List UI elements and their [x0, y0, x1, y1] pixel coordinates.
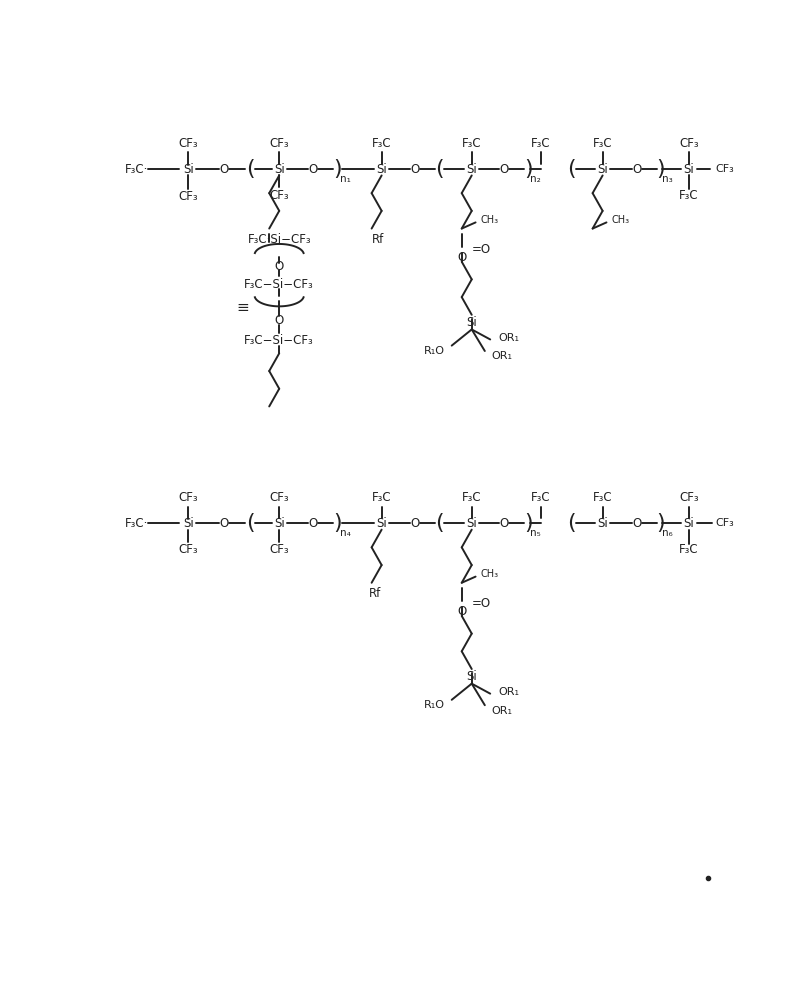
Text: F₃C: F₃C	[531, 137, 551, 150]
Text: CH₃: CH₃	[480, 215, 498, 225]
Text: O: O	[500, 163, 509, 176]
Text: ): )	[333, 159, 342, 179]
Text: O: O	[308, 517, 318, 530]
Text: F₃C: F₃C	[372, 137, 392, 150]
Text: R₁O: R₁O	[424, 700, 445, 710]
Text: (: (	[435, 159, 444, 179]
Text: Si: Si	[466, 670, 477, 683]
Text: F₃C: F₃C	[531, 491, 551, 504]
Text: CF₃: CF₃	[269, 189, 289, 202]
Text: R₁O: R₁O	[424, 346, 445, 356]
Text: n₆: n₆	[662, 528, 673, 538]
Text: ): )	[656, 513, 665, 533]
Text: CF₃: CF₃	[269, 137, 289, 150]
Text: CH₃: CH₃	[480, 569, 498, 579]
Text: O: O	[275, 314, 284, 327]
Text: OR₁: OR₁	[498, 333, 519, 343]
Text: OR₁: OR₁	[491, 706, 512, 716]
Text: Si: Si	[274, 163, 284, 176]
Text: OR₁: OR₁	[491, 351, 512, 361]
Text: CF₃: CF₃	[179, 137, 198, 150]
Text: F₃C: F₃C	[462, 137, 481, 150]
Text: Rf: Rf	[369, 587, 381, 600]
Text: CF₃: CF₃	[179, 491, 198, 504]
Text: F₃C: F₃C	[593, 137, 613, 150]
Text: Si: Si	[274, 517, 284, 530]
Text: O: O	[219, 517, 228, 530]
Text: O: O	[632, 163, 641, 176]
Text: O: O	[410, 163, 420, 176]
Text: CF₃: CF₃	[269, 543, 289, 556]
Text: F₃C·: F₃C·	[125, 163, 148, 176]
Text: Si: Si	[376, 517, 387, 530]
Text: n₂: n₂	[530, 174, 541, 184]
Text: =O: =O	[472, 243, 491, 256]
Text: Si: Si	[598, 517, 608, 530]
Text: =O: =O	[472, 597, 491, 610]
Text: F₃C·: F₃C·	[125, 517, 148, 530]
Text: CF₃: CF₃	[716, 518, 735, 528]
Text: F₃C: F₃C	[679, 543, 698, 556]
Text: Rf: Rf	[372, 233, 384, 246]
Text: ): )	[656, 159, 665, 179]
Text: (: (	[435, 513, 444, 533]
Text: CF₃: CF₃	[179, 543, 198, 556]
Text: CF₃: CF₃	[679, 491, 698, 504]
Text: O: O	[275, 260, 284, 273]
Text: Si: Si	[183, 517, 194, 530]
Text: O: O	[500, 517, 509, 530]
Text: n₅: n₅	[530, 528, 541, 538]
Text: O: O	[457, 251, 466, 264]
Text: O: O	[410, 517, 420, 530]
Text: Si: Si	[183, 163, 194, 176]
Text: CF₃: CF₃	[179, 190, 198, 204]
Text: Si: Si	[376, 163, 387, 176]
Text: (: (	[246, 513, 254, 533]
Text: ): )	[525, 159, 533, 179]
Text: F₃C: F₃C	[372, 491, 392, 504]
Text: CF₃: CF₃	[715, 164, 734, 174]
Text: F₃C: F₃C	[462, 491, 481, 504]
Text: (: (	[246, 159, 254, 179]
Text: ≡: ≡	[235, 300, 248, 315]
Text: n₁: n₁	[340, 174, 351, 184]
Text: F₃C·Si−CF₃: F₃C·Si−CF₃	[248, 233, 311, 246]
Text: n₃: n₃	[662, 174, 673, 184]
Text: ): )	[525, 513, 533, 533]
Text: O: O	[308, 163, 318, 176]
Text: Si: Si	[466, 163, 477, 176]
Text: F₃C−Si−CF₃: F₃C−Si−CF₃	[244, 278, 314, 291]
Text: F₃C−Si−CF₃: F₃C−Si−CF₃	[244, 334, 314, 347]
Text: (: (	[568, 513, 576, 533]
Text: CF₃: CF₃	[269, 491, 289, 504]
Text: Si: Si	[466, 316, 477, 329]
Text: O: O	[632, 517, 641, 530]
Text: CH₃: CH₃	[611, 215, 630, 225]
Text: Si: Si	[598, 163, 608, 176]
Text: (: (	[568, 159, 576, 179]
Text: n₄: n₄	[340, 528, 351, 538]
Text: F₃C: F₃C	[593, 491, 613, 504]
Text: CF₃: CF₃	[679, 137, 698, 150]
Text: Si: Si	[683, 517, 694, 530]
Text: F₃C: F₃C	[679, 189, 698, 202]
Text: OR₁: OR₁	[498, 687, 519, 697]
Text: ): )	[333, 513, 342, 533]
Text: O: O	[219, 163, 228, 176]
Text: Si: Si	[683, 163, 694, 176]
Text: Si: Si	[466, 517, 477, 530]
Text: O: O	[457, 605, 466, 618]
